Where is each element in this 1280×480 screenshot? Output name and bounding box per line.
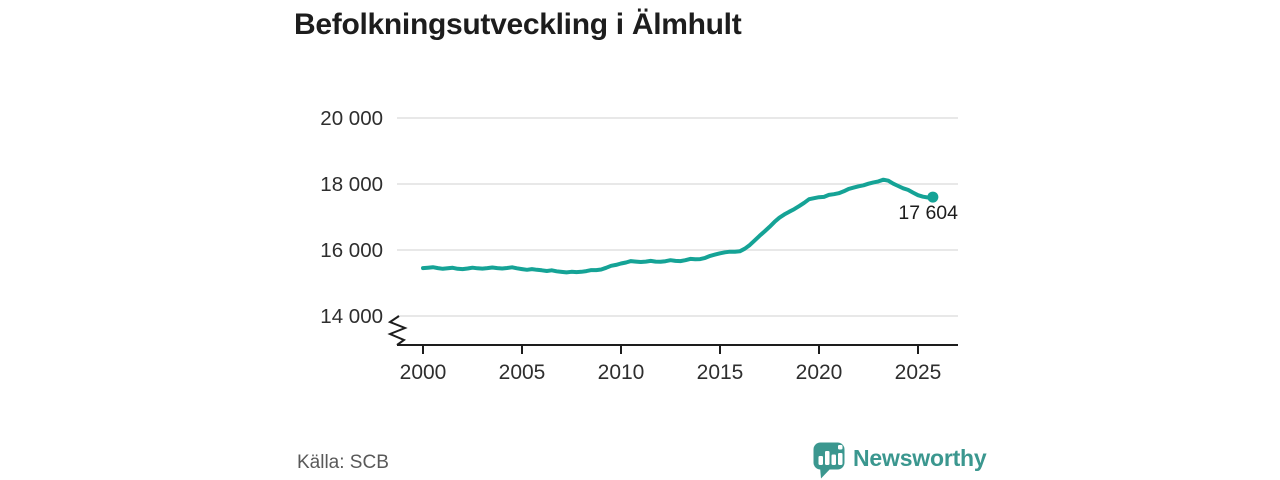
axis-break-icon [387, 315, 408, 346]
y-tick-label: 14 000 [320, 305, 383, 328]
x-tick-label: 2020 [796, 361, 843, 384]
source-label: Källa: SCB [297, 452, 389, 473]
y-tick-label: 20 000 [320, 107, 383, 130]
y-tick-label: 16 000 [320, 239, 383, 262]
series-end-dot [927, 191, 939, 203]
x-tick-label: 2010 [598, 361, 645, 384]
y-tick-label: 18 000 [320, 173, 383, 196]
x-tick-label: 2025 [895, 361, 942, 384]
x-tick-label: 2000 [400, 361, 447, 384]
x-tick-label: 2015 [697, 361, 744, 384]
chart-title: Befolkningsutveckling i Älmhult [294, 8, 742, 41]
end-value-label: 17 604 [898, 202, 958, 224]
newsworthy-wordmark: Newsworthy [853, 444, 987, 471]
x-tick-label: 2005 [499, 361, 546, 384]
newsworthy-bubble-barchart-icon [813, 442, 845, 479]
newsworthy-logo: Newsworthy [812, 441, 987, 479]
population-line [421, 177, 935, 275]
